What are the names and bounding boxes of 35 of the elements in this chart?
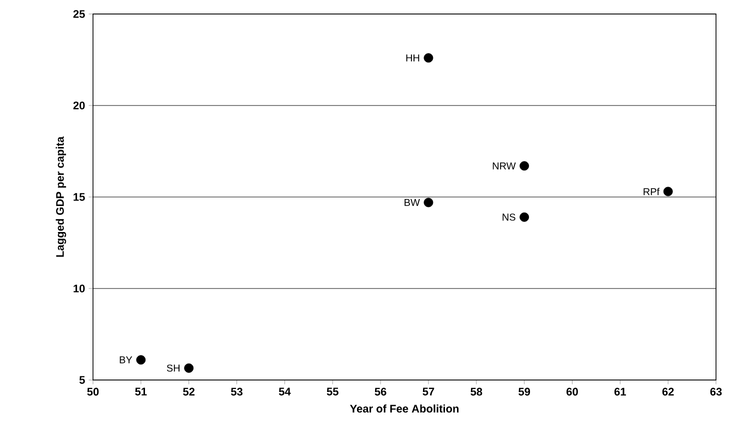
y-tick-label: 5	[79, 376, 85, 384]
annotation: BY	[120, 356, 132, 364]
point	[520, 161, 530, 171]
x-tick-label: 50	[87, 388, 99, 396]
annotation: NS	[502, 214, 516, 221]
x-tick-label: 61	[614, 388, 626, 396]
y-axis-title: Lagged GDP per capita	[56, 136, 66, 257]
point	[663, 186, 673, 196]
annotation: NRW	[492, 162, 516, 170]
x-tick-label: 51	[135, 388, 147, 396]
annotation: BW	[404, 199, 420, 206]
x-tick-label: 56	[374, 388, 386, 396]
y-tick-label: 25	[73, 10, 85, 18]
point	[184, 363, 194, 373]
y-tick-label: 20	[73, 102, 85, 110]
x-tick-label: 57	[422, 388, 434, 396]
x-tick-label: 53	[231, 388, 242, 396]
x-axis-title: Year of Fee Abolition	[350, 404, 459, 413]
point	[424, 53, 434, 63]
y-tick-label: 10	[74, 284, 85, 292]
x-tick-label: 60	[566, 388, 578, 396]
x-tick-label: 59	[518, 388, 530, 396]
point	[136, 355, 146, 365]
point	[520, 212, 530, 222]
annotation: HH	[406, 54, 420, 62]
y-tick-label: 15	[74, 193, 85, 201]
point	[424, 198, 434, 208]
x-tick-label: 62	[662, 388, 674, 396]
annotation: SH	[166, 364, 180, 372]
x-tick-label: 55	[326, 388, 338, 396]
x-tick-label: 63	[710, 388, 722, 396]
x-tick-label: 54	[278, 388, 291, 396]
x-tick-label: 58	[470, 388, 482, 396]
x-tick-label: 52	[183, 388, 195, 396]
annotation: RPf	[644, 188, 660, 196]
